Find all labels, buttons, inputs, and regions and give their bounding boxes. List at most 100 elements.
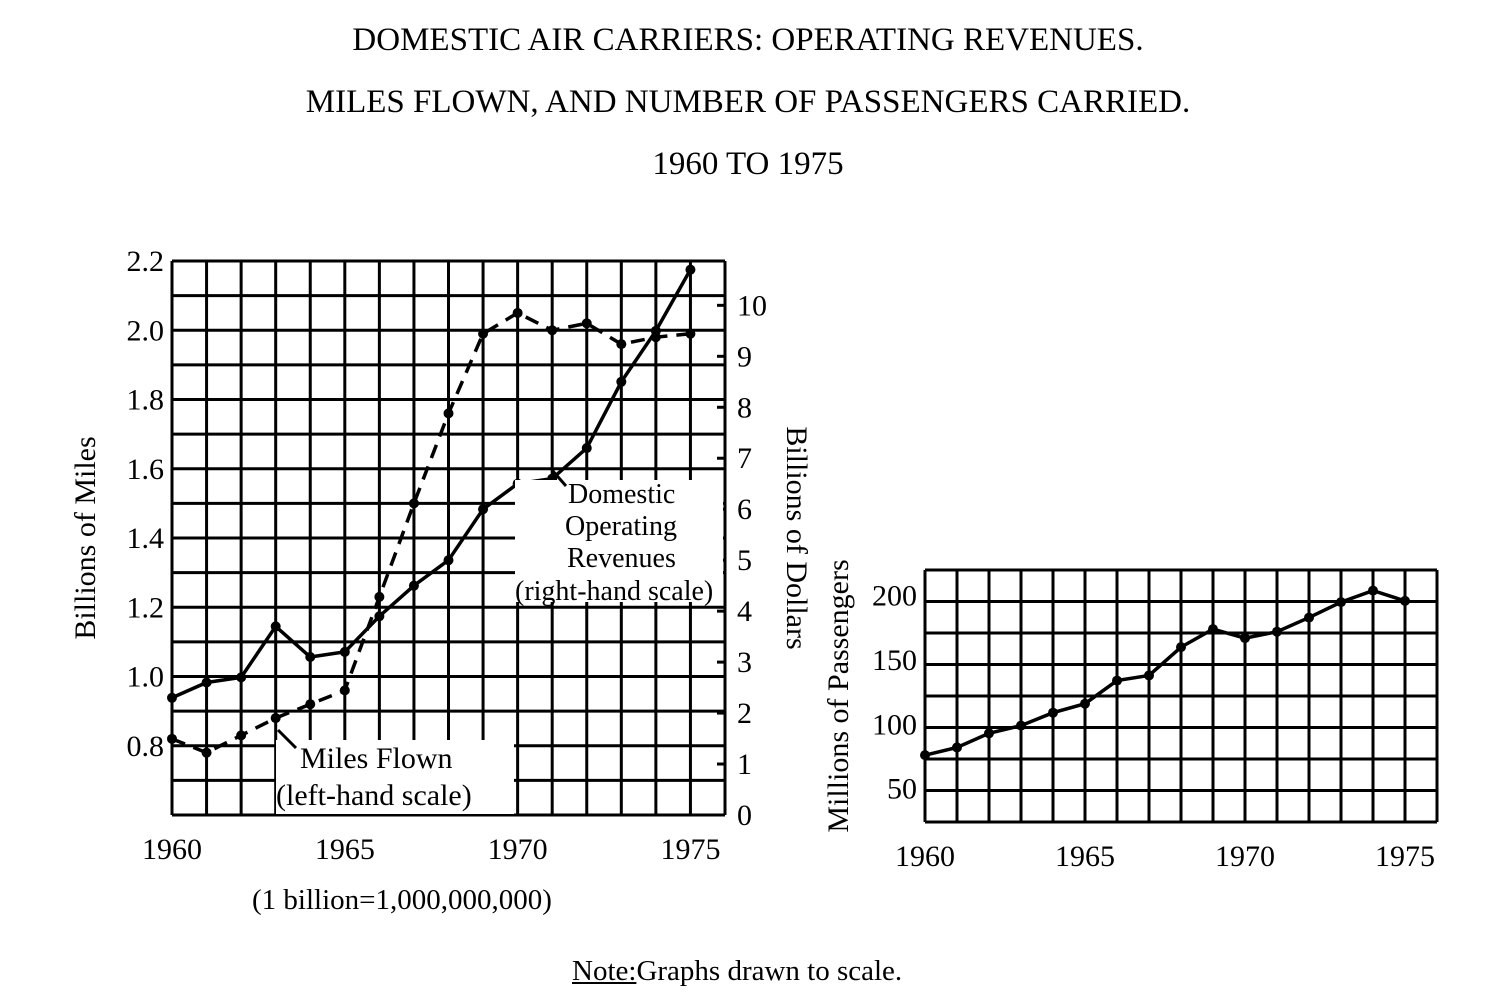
- data-point: [478, 328, 489, 339]
- y2-tick-label: 3: [737, 646, 752, 679]
- annotation-revenues-1: Operating: [565, 511, 677, 542]
- y2-tick-label: 10: [737, 289, 767, 322]
- y-tick-label: 1.4: [127, 522, 165, 555]
- series-line-1: [171, 268, 692, 700]
- y-axis-label: Millions of Passengers: [822, 559, 855, 832]
- data-point: [201, 747, 212, 758]
- series-line-0: [171, 310, 691, 755]
- data-point: [1048, 707, 1058, 718]
- data-point: [616, 339, 627, 350]
- data-point: [236, 672, 247, 683]
- y2-tick-label: 8: [737, 391, 752, 424]
- data-point: [1400, 595, 1410, 606]
- data-point: [408, 580, 419, 591]
- x-tick-label: 1965: [315, 833, 375, 866]
- y-tick-label: 1.2: [127, 591, 165, 624]
- annotation-miles-scale: (left-hand scale): [276, 779, 472, 812]
- data-point: [1176, 642, 1186, 653]
- y2-tick-label: 0: [737, 799, 752, 832]
- data-point: [1080, 698, 1090, 709]
- data-point: [339, 646, 350, 657]
- chart-title-line-1: DOMESTIC AIR CARRIERS: OPERATING REVENUE…: [352, 22, 1144, 58]
- chart-title-line-2: MILES FLOWN, AND NUMBER OF PASSENGERS CA…: [305, 84, 1191, 120]
- data-point: [1368, 585, 1378, 596]
- data-point: [1304, 612, 1314, 623]
- data-point: [581, 443, 592, 454]
- y-tick-label: 50: [887, 773, 917, 806]
- data-point: [374, 591, 385, 602]
- chart-title-line-3: 1960 TO 1975: [652, 146, 844, 182]
- x-tick-label: 1975: [660, 833, 720, 866]
- y2-tick-label: 2: [737, 697, 752, 730]
- data-point: [339, 685, 350, 696]
- data-point: [616, 376, 627, 387]
- y-tick-label: 150: [872, 644, 917, 677]
- data-point: [270, 621, 281, 632]
- data-point: [547, 325, 558, 336]
- data-point: [1272, 626, 1282, 637]
- y-tick-label: 1.0: [127, 661, 165, 694]
- x-tick-label: 1965: [1055, 840, 1115, 873]
- data-point: [685, 328, 696, 339]
- y2-tick-label: 9: [737, 340, 752, 373]
- y-axis-label: Billions of Miles: [69, 436, 102, 639]
- data-point: [167, 733, 177, 744]
- y-tick-label: 100: [872, 708, 917, 741]
- data-point: [1112, 675, 1122, 686]
- annotation-revenues-3: (right-hand scale): [515, 576, 713, 607]
- y2-tick-label: 7: [737, 442, 752, 475]
- data-point: [1144, 670, 1154, 681]
- annotation-miles-flown: Miles Flown: [300, 742, 453, 775]
- annotation-pointer: [276, 728, 298, 750]
- data-point: [443, 555, 454, 566]
- y-tick-label: 2.2: [127, 245, 165, 278]
- data-point: [1240, 633, 1250, 644]
- y2-axis-label: Billions of Dollars: [780, 426, 813, 649]
- annotation-revenues-0: Domestic: [568, 479, 675, 510]
- x-tick-label: 1960: [895, 840, 955, 873]
- data-point: [1208, 624, 1218, 635]
- data-point: [1336, 597, 1346, 608]
- series-line-0: [924, 588, 1406, 757]
- data-point: [478, 504, 489, 515]
- y2-tick-label: 1: [737, 748, 752, 781]
- data-point: [685, 264, 696, 275]
- y-tick-label: 2.0: [127, 314, 165, 347]
- y-tick-label: 1.8: [127, 384, 165, 417]
- note-text: Graphs drawn to scale.: [636, 955, 903, 987]
- data-point: [270, 713, 281, 724]
- data-point: [920, 750, 930, 761]
- data-point: [305, 699, 316, 710]
- data-point: [201, 677, 212, 688]
- x-tick-label: 1975: [1375, 840, 1435, 873]
- annotation-bg: [276, 740, 514, 814]
- x-tick-label: 1970: [1215, 840, 1275, 873]
- y-tick-label: 0.8: [127, 730, 165, 763]
- note: Note:Graphs drawn to scale.: [572, 955, 902, 988]
- data-point: [1016, 720, 1026, 731]
- data-point: [236, 730, 247, 741]
- x-tick-label: 1970: [488, 833, 548, 866]
- annotation-revenues-2: Revenues: [567, 543, 676, 574]
- data-point: [167, 692, 177, 703]
- data-point: [952, 742, 962, 753]
- y-tick-label: 1.6: [127, 453, 165, 486]
- y2-tick-label: 6: [737, 493, 752, 526]
- y2-tick-label: 4: [737, 595, 752, 628]
- x-tick-label: 1960: [142, 833, 202, 866]
- y-tick-label: 200: [872, 580, 917, 613]
- y2-tick-label: 5: [737, 544, 752, 577]
- billion-footnote: (1 billion=1,000,000,000): [252, 884, 552, 916]
- data-point: [305, 652, 316, 663]
- data-point: [984, 728, 994, 739]
- data-point: [581, 318, 592, 329]
- annotation-pointer: [550, 469, 568, 487]
- note-label: Note:: [572, 955, 637, 987]
- data-point: [443, 408, 454, 419]
- data-point: [408, 498, 419, 509]
- data-point: [374, 611, 385, 622]
- data-point: [512, 307, 523, 318]
- data-point: [650, 325, 661, 336]
